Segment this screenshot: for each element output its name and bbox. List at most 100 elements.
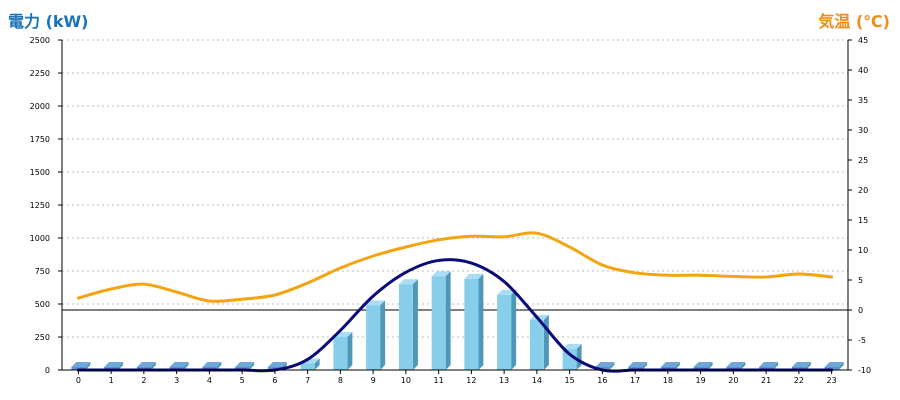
bar-side: [511, 289, 517, 370]
bar-top: [136, 362, 156, 367]
bar-top: [398, 279, 418, 285]
left-axis-title: 電力 (kW): [8, 12, 89, 31]
bar-top: [660, 362, 680, 367]
bar-side: [576, 343, 582, 370]
bar-top: [726, 362, 746, 367]
x-tick-label: 7: [305, 376, 310, 385]
bar-top: [431, 271, 451, 277]
bar: [300, 363, 315, 370]
bar-side: [805, 362, 811, 370]
bar-top: [71, 362, 91, 367]
bar-group: [464, 273, 484, 370]
right-tick-label: 40: [858, 66, 868, 75]
left-tick-label: 1250: [30, 201, 50, 210]
bar-top: [824, 362, 844, 367]
bar-side: [674, 362, 680, 370]
right-tick-label: 0: [858, 306, 863, 315]
bar-side: [150, 362, 156, 370]
x-tick-label: 0: [76, 376, 81, 385]
axes-layer: [58, 39, 852, 374]
right-tick-label: 35: [858, 96, 868, 105]
bar-top: [497, 289, 517, 295]
right-tick-label: 5: [858, 276, 863, 285]
right-tick-label: 30: [858, 126, 868, 135]
left-tick-label: 2500: [30, 36, 50, 45]
line-layer: [76, 231, 834, 373]
x-tick-label: 4: [207, 376, 212, 385]
left-tick-label: 1750: [30, 135, 50, 144]
bar: [366, 305, 381, 370]
bar-side: [249, 362, 255, 370]
bar-side: [216, 362, 222, 370]
right-tick-label: 45: [858, 36, 868, 45]
bar-side: [740, 362, 746, 370]
bar: [529, 319, 544, 370]
bar-side: [118, 362, 124, 370]
right-tick-label: 25: [858, 156, 868, 165]
x-tick-label: 18: [663, 376, 673, 385]
bar-side: [183, 362, 189, 370]
right-tick-label: -10: [858, 366, 871, 375]
x-tick-label: 14: [532, 376, 542, 385]
bar-group: [529, 314, 549, 370]
x-tick-label: 13: [499, 376, 509, 385]
bar-group: [562, 343, 582, 370]
x-tick-label: 15: [565, 376, 575, 385]
x-tick-label: 21: [761, 376, 771, 385]
bar-group: [398, 279, 418, 370]
x-tick-label: 2: [141, 376, 146, 385]
bar: [333, 337, 348, 370]
bar-side: [445, 271, 451, 370]
x-tick-label: 5: [240, 376, 245, 385]
x-tick-label: 3: [174, 376, 179, 385]
bar-group: [431, 271, 451, 370]
bar-group: [497, 289, 517, 370]
bar-group: [366, 300, 386, 370]
bar-top: [267, 362, 287, 367]
x-tick-label: 19: [696, 376, 706, 385]
bar-layer: [71, 271, 844, 370]
x-tick-label: 12: [466, 376, 476, 385]
left-tick-label: 1500: [30, 168, 50, 177]
x-tick-label: 23: [827, 376, 837, 385]
x-tick-label: 6: [272, 376, 277, 385]
right-tick-label: 15: [858, 216, 868, 225]
x-tick-label: 8: [338, 376, 343, 385]
bar-side: [314, 358, 320, 370]
bar-side: [707, 362, 713, 370]
right-tick-label: 20: [858, 186, 868, 195]
right-axis-title: 気温 (℃): [818, 12, 890, 31]
left-tick-label: 2250: [30, 69, 50, 78]
bar-top: [464, 273, 484, 279]
bar: [431, 276, 446, 370]
bar-top: [104, 362, 124, 367]
x-tick-label: 11: [434, 376, 444, 385]
bar-side: [609, 362, 615, 370]
bar: [562, 348, 577, 370]
bar-group: [333, 332, 353, 370]
bar-side: [773, 362, 779, 370]
bar-side: [543, 314, 549, 370]
bar-side: [478, 273, 484, 370]
bar-top: [235, 362, 255, 367]
x-tick-label: 9: [371, 376, 376, 385]
left-tick-label: 250: [35, 333, 50, 342]
bar-side: [642, 362, 648, 370]
x-tick-label: 16: [597, 376, 607, 385]
left-tick-label: 750: [35, 267, 50, 276]
right-tick-label: 10: [858, 246, 868, 255]
bar-top: [169, 362, 189, 367]
bar-side: [380, 300, 386, 370]
bar-top: [628, 362, 648, 367]
bar-top: [202, 362, 222, 367]
right-tick-label: -5: [858, 336, 866, 345]
bar-top: [791, 362, 811, 367]
temperature-line: [76, 231, 834, 303]
left-tick-label: 500: [35, 300, 50, 309]
bar-top: [693, 362, 713, 367]
bar-side: [347, 332, 353, 370]
left-tick-label: 1000: [30, 234, 50, 243]
bar-side: [85, 362, 91, 370]
left-tick-label: 0: [45, 366, 50, 375]
